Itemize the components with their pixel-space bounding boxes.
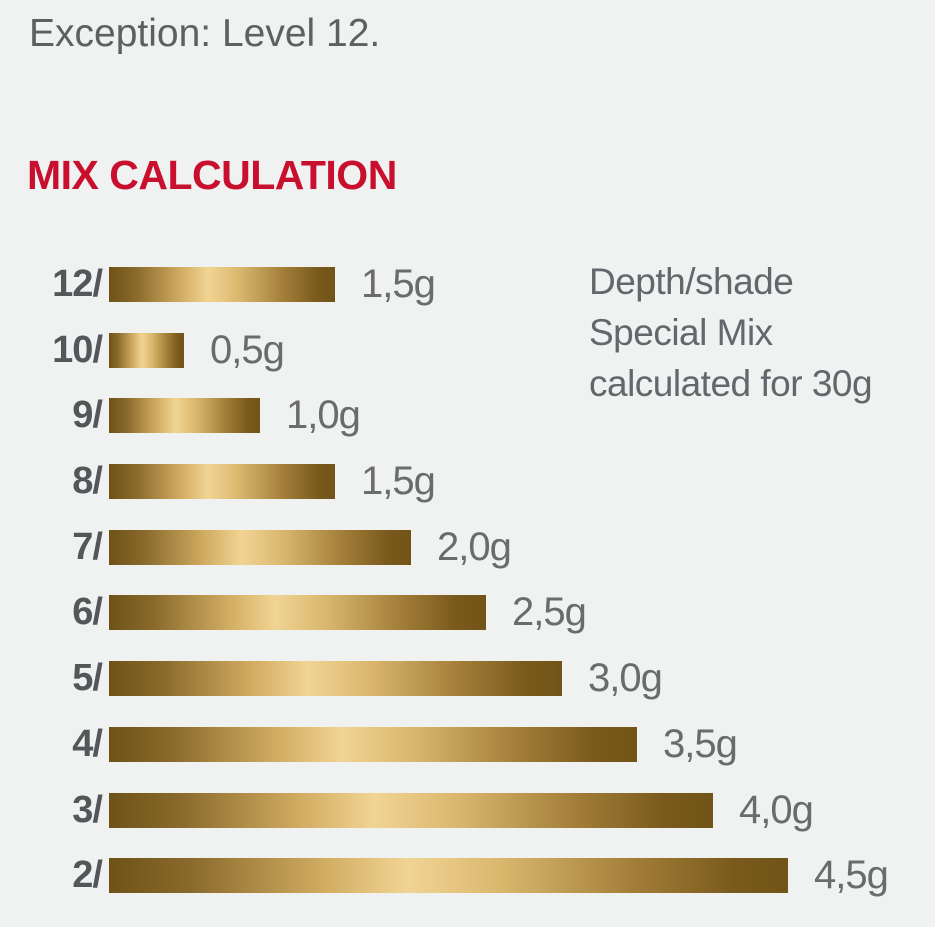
chart-row: 5/3,0g	[0, 656, 935, 700]
chart-row: 6/2,5g	[0, 590, 935, 634]
mix-bar	[109, 464, 335, 500]
bar-category-label: 8/	[72, 460, 103, 503]
bar-value-label: 1,0g	[286, 393, 361, 438]
chart-annotation: Depth/shade Special Mix calculated for 3…	[589, 256, 873, 409]
chart-row: 7/2,0g	[0, 525, 935, 569]
bar-value-label: 3,5g	[663, 721, 738, 766]
bar-category-label: 7/	[72, 525, 103, 568]
chart-row: 8/1,5g	[0, 459, 935, 503]
bar-value-label: 2,5g	[512, 590, 587, 635]
bar-value-label: 4,0g	[739, 787, 814, 832]
bar-category-label: 10/	[52, 328, 103, 371]
mix-bar	[109, 726, 637, 762]
annotation-line-2: Special Mix	[589, 312, 773, 353]
bar-category-label: 12/	[52, 263, 103, 305]
annotation-line-1: Depth/shade	[589, 261, 794, 302]
mix-bar	[109, 529, 411, 565]
chart-row: 3/4,0g	[0, 788, 935, 832]
bar-category-label: 5/	[72, 657, 103, 700]
bar-value-label: 1,5g	[361, 262, 436, 306]
exception-note: Exception: Level 12.	[29, 12, 381, 55]
bar-value-label: 1,5g	[361, 459, 436, 504]
mix-bar	[109, 332, 184, 368]
chart-row: 10/0,5g	[0, 328, 935, 372]
bar-value-label: 2,0g	[437, 524, 512, 569]
mix-bar	[109, 595, 486, 631]
mix-calculation-chart: 12/1,5g 10/0,5g 9/1,0g 8/1,5g 7/2,0g 6/2,5g 5/…	[0, 262, 935, 924]
mix-bar	[109, 398, 260, 434]
mix-bar	[109, 792, 713, 828]
chart-row: 4/3,5g	[0, 722, 935, 766]
mix-bar	[109, 858, 788, 894]
chart-row: 2/4,5g	[0, 853, 935, 897]
mix-bar	[109, 267, 335, 302]
chart-row: 9/1,0g	[0, 393, 935, 437]
bar-value-label: 0,5g	[210, 327, 285, 372]
bar-category-label: 6/	[72, 591, 103, 634]
bar-category-label: 4/	[72, 722, 103, 765]
bar-category-label: 3/	[72, 788, 103, 831]
bar-value-label: 4,5g	[814, 853, 889, 898]
bar-category-label: 2/	[72, 854, 103, 897]
annotation-line-3: calculated for 30g	[589, 363, 873, 404]
mix-bar	[109, 661, 562, 697]
bar-value-label: 3,0g	[588, 656, 663, 701]
bar-category-label: 9/	[72, 394, 103, 437]
section-title: MIX CALCULATION	[27, 152, 397, 198]
chart-row: 12/1,5g	[0, 262, 935, 306]
